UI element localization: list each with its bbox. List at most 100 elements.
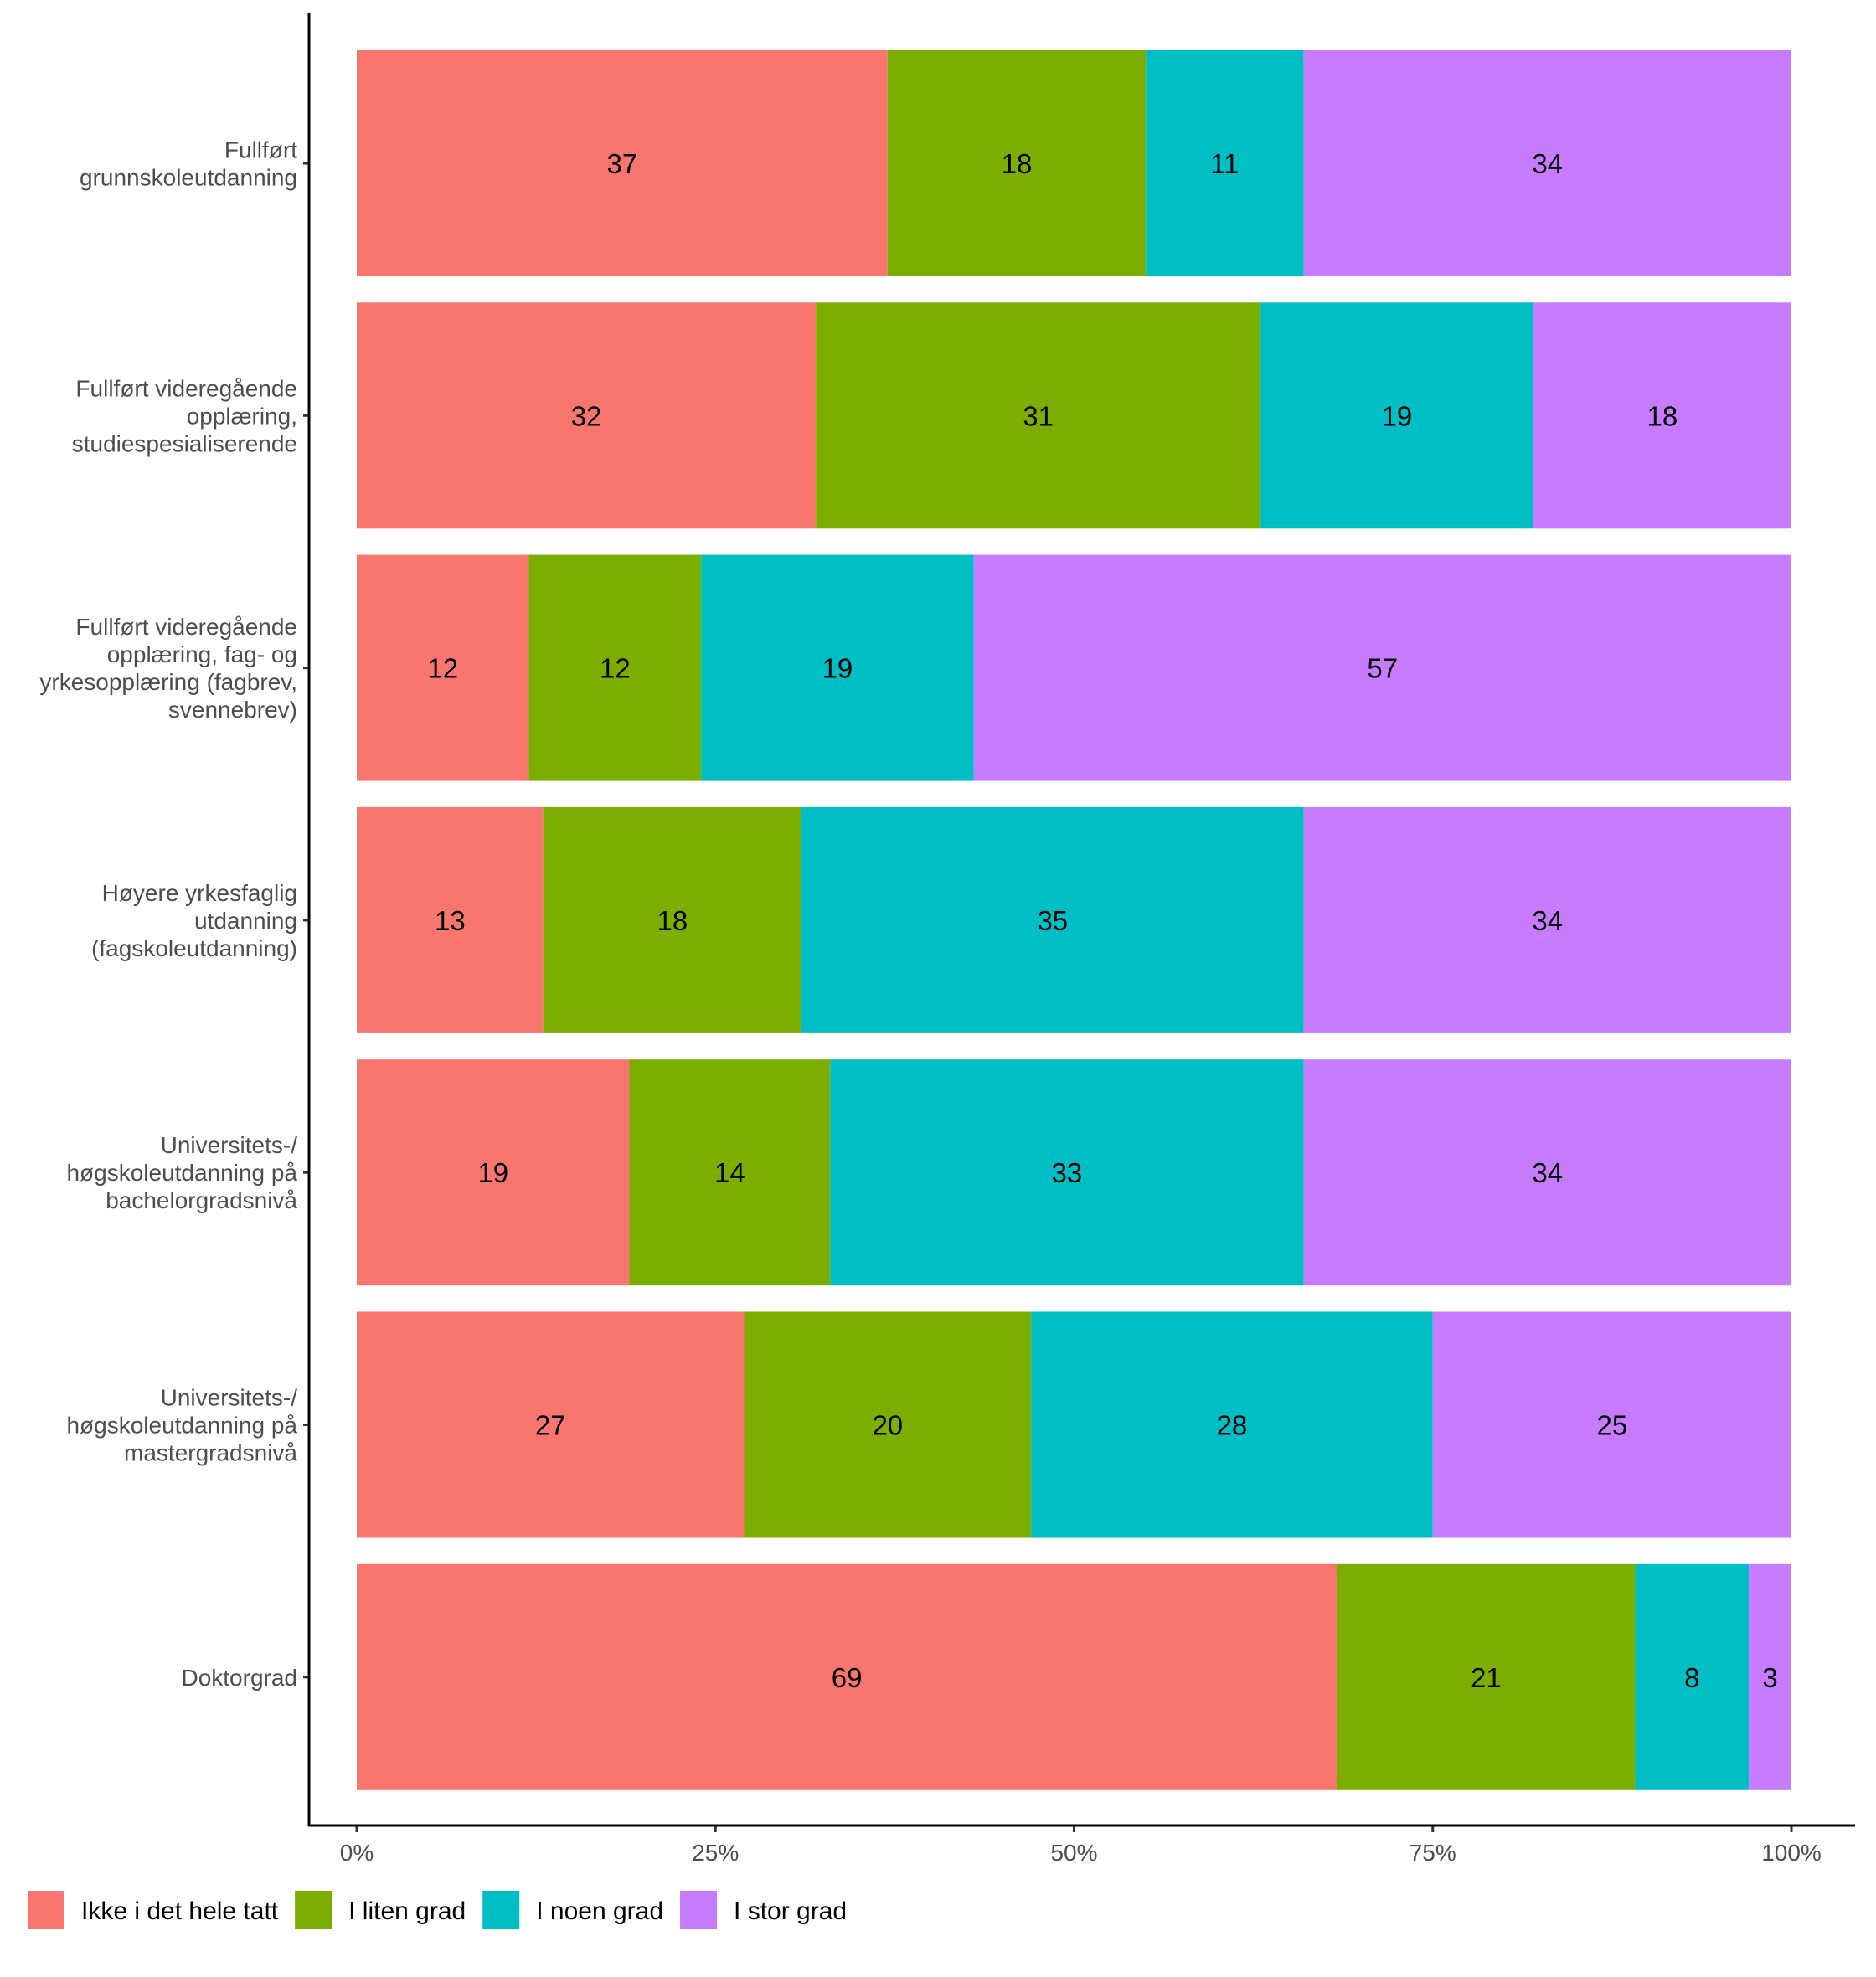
data-label: 18 <box>1002 148 1033 179</box>
legend-item: I liten grad <box>295 1891 466 1929</box>
data-label: 18 <box>1647 400 1678 431</box>
bar-segment <box>1303 50 1791 276</box>
data-label: 20 <box>872 1410 903 1441</box>
data-label: 33 <box>1052 1157 1083 1188</box>
y-tick-label: (fagskoleutdanning) <box>91 935 297 961</box>
y-tick-label: studiespesialiserende <box>72 430 297 456</box>
legend-label: I liten grad <box>348 1897 466 1925</box>
data-label: 18 <box>657 905 688 936</box>
data-label: 13 <box>435 905 466 936</box>
y-tick-label: Fullført <box>224 137 297 163</box>
bar-row: 37 18 11 34 <box>357 50 1791 276</box>
bar-segment <box>887 50 1147 276</box>
legend-label: Ikke i det hele tatt <box>81 1897 279 1925</box>
bar-segment <box>543 806 802 1033</box>
bar-segment <box>357 1563 1337 1790</box>
bar-segment <box>1533 302 1791 529</box>
bar-row: 69 21 8 3 <box>357 1563 1791 1790</box>
bar-segment <box>357 50 888 276</box>
bar-row: 12 12 19 57 <box>357 554 1791 781</box>
bar-segment <box>357 806 544 1033</box>
legend-item: Ikke i det hele tatt <box>28 1891 279 1929</box>
y-tick-label: utdanning <box>194 908 297 934</box>
data-label: 19 <box>822 653 853 684</box>
x-tick-label: 50% <box>1050 1840 1097 1866</box>
x-tick-label: 75% <box>1410 1840 1456 1866</box>
bar-row: 19 14 33 34 <box>357 1059 1791 1286</box>
data-label: 57 <box>1367 653 1398 684</box>
bar-segment <box>1303 806 1791 1033</box>
legend-label: I stor grad <box>734 1897 847 1925</box>
legend: Ikke i det hele tatt I liten grad I noen g… <box>28 1891 847 1929</box>
bar-segment <box>1303 1059 1791 1286</box>
bar-segment <box>801 806 1304 1033</box>
y-tick-label: høgskoleutdanning på <box>66 1160 297 1186</box>
bar-segment <box>816 302 1261 529</box>
data-label: 35 <box>1037 905 1068 936</box>
bar-segment <box>973 554 1791 781</box>
data-label: 12 <box>600 653 631 684</box>
bar-segment <box>1635 1563 1750 1790</box>
y-tick-label: opplæring, fag- og <box>107 641 297 667</box>
data-label: 37 <box>607 148 638 179</box>
x-axis: 0% 25% 50% 75% 100% <box>340 1825 1822 1866</box>
data-label: 8 <box>1684 1662 1699 1693</box>
y-tick-label: mastergradsnivå <box>124 1440 297 1466</box>
bar-segment <box>744 1311 1032 1538</box>
data-label: 12 <box>427 653 458 684</box>
bar-row: 32 31 19 18 <box>357 302 1791 529</box>
legend-item: I stor grad <box>680 1891 847 1929</box>
x-tick-label: 0% <box>340 1840 374 1866</box>
bar-row: 27 20 28 25 <box>357 1311 1791 1538</box>
data-label: 31 <box>1023 400 1054 431</box>
y-tick-label: Fullført videregående <box>75 614 297 640</box>
x-tick-label: 25% <box>692 1840 739 1866</box>
y-tick-label: høgskoleutdanning på <box>66 1413 297 1439</box>
data-label: 34 <box>1532 905 1563 936</box>
bar-segment <box>357 1311 745 1538</box>
bar-segment <box>1337 1563 1636 1790</box>
legend-swatch <box>680 1891 718 1929</box>
y-tick-label: opplæring, <box>187 403 297 429</box>
legend-item: I noen grad <box>482 1891 663 1929</box>
bar-segment <box>629 1059 831 1286</box>
bar-segment <box>830 1059 1304 1286</box>
data-label: 19 <box>477 1157 508 1188</box>
y-tick-label: grunnskoleutdanning <box>80 165 297 191</box>
bars-layer: 37 18 11 34 32 31 19 18 12 12 19 57 13 18 35 34 19 14 33 34… <box>357 50 1791 1790</box>
bar-segment <box>528 554 702 781</box>
bar-segment <box>1260 302 1533 529</box>
bar-segment <box>1146 50 1304 276</box>
bar-segment <box>1031 1311 1433 1538</box>
bar-segment <box>701 554 974 781</box>
data-label: 11 <box>1210 148 1239 179</box>
bar-segment <box>357 1059 630 1286</box>
y-tick-label: Fullført videregående <box>75 375 297 401</box>
bar-segment <box>357 554 529 781</box>
data-label: 19 <box>1382 400 1413 431</box>
bar-segment <box>1432 1311 1791 1538</box>
bar-segment <box>357 302 817 529</box>
legend-swatch <box>482 1891 520 1929</box>
data-label: 28 <box>1217 1410 1248 1441</box>
y-tick-label: Universitets-/ <box>161 1132 298 1158</box>
data-label: 3 <box>1762 1662 1777 1693</box>
y-tick-label: Høyere yrkesfaglig <box>102 880 297 906</box>
legend-swatch <box>28 1891 64 1929</box>
y-tick-label: Doktorgrad <box>181 1665 297 1691</box>
data-label: 69 <box>832 1662 863 1693</box>
bar-row: 13 18 35 34 <box>357 806 1791 1033</box>
bar-segment <box>1749 1563 1791 1790</box>
data-label: 14 <box>714 1157 745 1188</box>
y-tick-label: yrkesopplæring (fagbrev, <box>39 669 297 695</box>
y-tick-label: bachelorgradsnivå <box>106 1187 297 1213</box>
data-label: 34 <box>1532 1157 1563 1188</box>
x-tick-label: 100% <box>1761 1840 1822 1866</box>
y-tick-label: svennebrev) <box>168 697 297 723</box>
legend-swatch <box>295 1891 332 1929</box>
data-label: 25 <box>1597 1410 1628 1441</box>
y-tick-label: Universitets-/ <box>161 1385 298 1411</box>
legend-label: I noen grad <box>536 1897 663 1925</box>
